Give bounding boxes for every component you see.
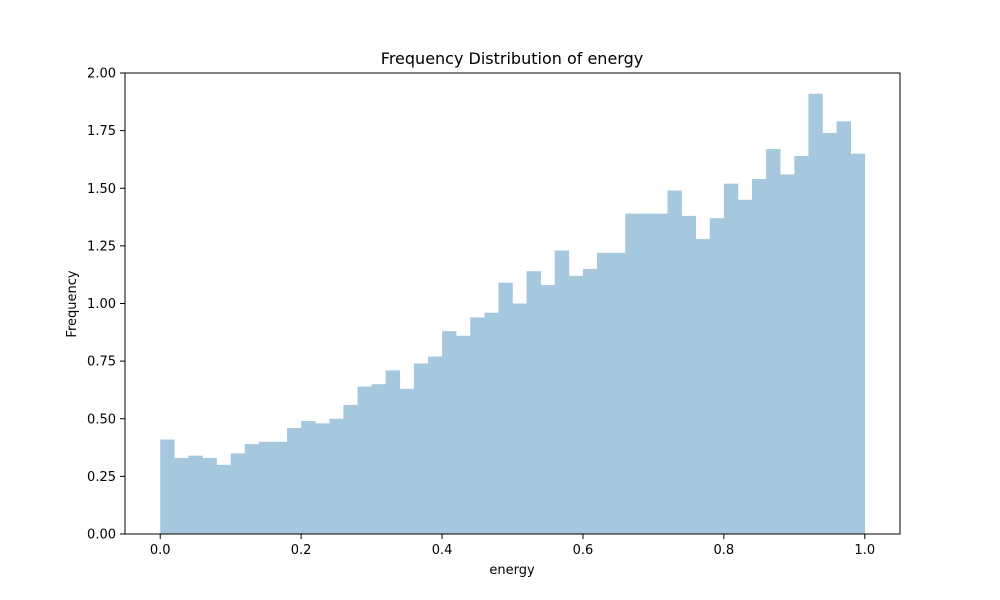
histogram-bar: [822, 132, 837, 534]
histogram-bar: [230, 453, 246, 534]
histogram-bar: [540, 285, 556, 534]
histogram-bar: [808, 93, 823, 534]
histogram-bar: [582, 268, 598, 534]
x-tick-label: 0.6: [573, 543, 594, 558]
histogram-bar: [272, 441, 288, 534]
histogram-bar: [442, 331, 457, 534]
histogram-bar: [188, 455, 203, 534]
histogram-bar: [512, 303, 527, 534]
histogram-bar: [597, 252, 612, 535]
y-axis-label: Frequency: [65, 270, 80, 337]
histogram-bar: [794, 155, 809, 535]
y-axis: 0.00 0.25 0.50 0.75 1.00 1.25 1.50 1.75 2.00: [87, 67, 125, 543]
y-tick-label: 1.00: [87, 297, 116, 312]
y-tick-label: 2.00: [87, 67, 116, 82]
y-tick-label: 1.25: [87, 239, 116, 254]
y-tick-label: 0.75: [87, 355, 116, 370]
histogram-bar: [526, 271, 541, 534]
histogram-bar: [625, 213, 640, 535]
histogram-bar: [639, 213, 654, 535]
x-tick-label: 0.8: [714, 543, 735, 558]
histogram-bar: [174, 457, 189, 534]
x-axis: 0.0 0.2 0.4 0.6 0.8 1.0: [150, 534, 875, 558]
histogram-bar: [301, 421, 316, 534]
histogram-bar: [484, 312, 499, 534]
histogram-bar: [554, 250, 570, 535]
x-axis-label: energy: [489, 563, 535, 578]
histogram-bar: [611, 252, 626, 535]
x-tick-label: 0.4: [432, 543, 453, 558]
histogram-bar: [737, 199, 753, 534]
histogram-bar: [723, 183, 739, 534]
histogram-bar: [766, 149, 781, 534]
histogram-bar: [427, 356, 443, 534]
histogram-bar: [413, 363, 429, 534]
histogram-bar: [216, 464, 231, 534]
histogram-bar: [343, 404, 358, 534]
y-tick-label: 1.50: [87, 182, 116, 197]
histogram-bar: [456, 335, 471, 534]
histogram-bar: [258, 441, 274, 534]
histogram-bar: [850, 153, 866, 534]
y-tick-label: 0.25: [87, 470, 116, 485]
x-tick-label: 1.0: [854, 543, 875, 558]
histogram-bar: [653, 213, 668, 535]
y-tick-label: 1.75: [87, 124, 116, 139]
histogram-bar: [329, 418, 344, 534]
histogram-bar: [315, 423, 330, 534]
histogram-bar: [695, 238, 711, 534]
histogram-bar: [709, 218, 725, 534]
histogram-bar: [287, 427, 302, 534]
histogram-bar: [202, 457, 217, 534]
histogram-bar: [244, 444, 260, 534]
histogram-bar: [667, 190, 682, 534]
x-tick-label: 0.0: [150, 543, 171, 558]
histogram-bar: [357, 386, 372, 534]
histogram-bar: [371, 384, 386, 534]
y-tick-label: 0.50: [87, 412, 116, 427]
histogram-bar: [470, 317, 485, 534]
histogram-bar: [385, 370, 401, 534]
histogram-bar: [780, 174, 795, 535]
histogram-bar: [836, 121, 851, 535]
y-tick-label: 0.00: [87, 528, 116, 543]
histogram-bar: [568, 275, 584, 534]
x-tick-label: 0.2: [291, 543, 312, 558]
bars-group: [160, 93, 866, 535]
histogram-bar: [160, 439, 175, 534]
histogram-bar: [681, 215, 696, 534]
histogram-bar: [752, 179, 767, 534]
histogram-bar: [498, 282, 513, 534]
histogram-bar: [399, 388, 415, 534]
chart-title: Frequency Distribution of energy: [381, 49, 643, 68]
